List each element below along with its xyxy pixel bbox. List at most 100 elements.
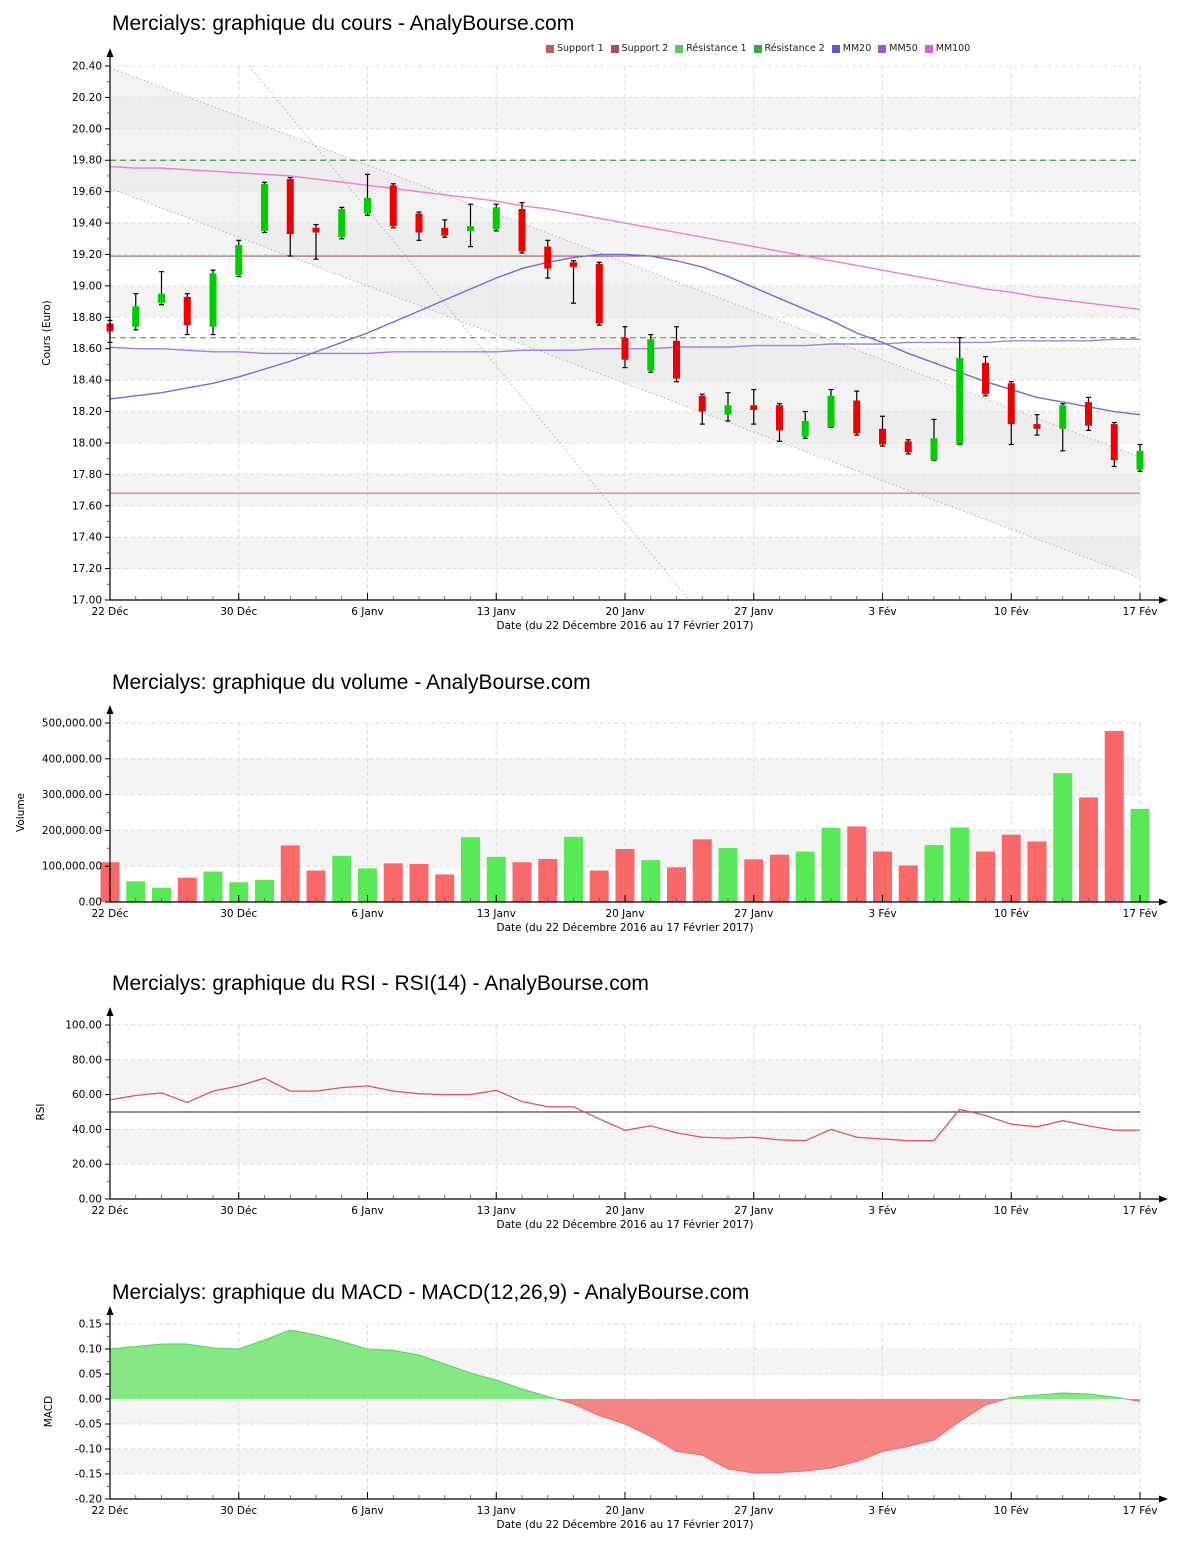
x-tick-label: 27 Janv — [734, 1205, 773, 1217]
candle-body — [415, 213, 423, 233]
volume-bar — [924, 845, 944, 902]
x-tick-label: 17 Fév — [1123, 908, 1158, 920]
y-axis-arrow-icon — [106, 48, 114, 57]
y-axis-title: Cours (Euro) — [41, 300, 53, 366]
y-tick-label: 18.80 — [72, 312, 102, 324]
legend-item-mm50: MM50 — [878, 43, 918, 54]
mm100-line — [109, 165, 1141, 311]
rsi-chart: 0.00 20.00 40.00 60.00 80.00 100.00 22 Déc 30 D… — [35, 1007, 1168, 1231]
volume-bar — [306, 870, 326, 902]
candle-body — [338, 208, 346, 238]
y-tick-label: 500,000.00 — [42, 718, 102, 730]
legend-item-support-2: Support 2 — [610, 43, 669, 54]
legend-swatch — [546, 44, 554, 53]
x-tick-label: 17 Fév — [1123, 606, 1158, 618]
macd-chart-title: Mercialys: graphique du MACD - MACD(12,2… — [112, 1281, 750, 1304]
volume-bar — [1053, 773, 1073, 902]
candle-body — [595, 263, 603, 324]
candle-body — [364, 197, 371, 214]
macd-area-negative — [110, 1399, 1140, 1473]
legend-label: Support 2 — [621, 43, 669, 54]
candle-body — [673, 340, 680, 379]
x-tick-label: 10 Fév — [994, 1205, 1029, 1217]
x-axis-title: Date (du 22 Décembre 2016 au 17 Février … — [497, 1219, 754, 1231]
candle-body — [286, 179, 294, 235]
x-tick-label: 22 Déc — [91, 1205, 128, 1217]
y-tick-label: 0.15 — [79, 1319, 102, 1331]
x-tick-label: 30 Déc — [220, 908, 257, 920]
legend-label: Résistance 2 — [764, 43, 825, 54]
legend-swatch — [610, 44, 619, 53]
y-tick-label: 19.80 — [72, 155, 102, 167]
volume-bar — [950, 827, 970, 902]
y-tick-label: 300,000.00 — [42, 789, 102, 801]
x-tick-label: 6 Janv — [351, 908, 383, 920]
x-tick-label: 27 Janv — [734, 908, 773, 920]
volume-bar — [795, 851, 815, 902]
volume-bar — [692, 839, 712, 902]
candle-body — [1059, 405, 1067, 429]
x-tick-label: 22 Déc — [91, 1505, 128, 1517]
y-tick-label: 100.00 — [65, 1020, 102, 1032]
candle-body — [621, 337, 629, 360]
y-tick-label: 19.20 — [72, 249, 102, 261]
cours-chart-title: Mercialys: graphique du cours - AnalyBou… — [112, 12, 575, 35]
volume-bar — [770, 854, 789, 902]
candle-body — [750, 405, 758, 410]
y-tick-label: 17.00 — [72, 595, 102, 607]
y-tick-label: 0.10 — [79, 1344, 102, 1356]
candle-body — [956, 358, 964, 445]
volume-bar — [486, 856, 506, 902]
y-tick-label: 20.00 — [72, 1159, 102, 1171]
macd-chart: -0.20 -0.15 -0.10 -0.05 0.00 0.05 0.10 0.15 22 D… — [43, 1306, 1168, 1531]
x-tick-label: 20 Janv — [605, 908, 644, 920]
x-axis-title: Date (du 22 Décembre 2016 au 17 Février … — [497, 620, 754, 632]
x-tick-label: 6 Janv — [351, 606, 383, 618]
x-tick-label: 13 Janv — [477, 1205, 516, 1217]
x-tick-label: 22 Déc — [91, 606, 128, 618]
y-tick-label: 19.40 — [72, 218, 102, 230]
x-axis-title: Date (du 22 Décembre 2016 au 17 Février … — [497, 922, 754, 934]
legend-item-résistance-2: Résistance 2 — [753, 43, 825, 54]
candle-body — [158, 293, 165, 304]
x-axis-arrow-icon — [1159, 1195, 1168, 1203]
legend-label: MM100 — [935, 43, 971, 54]
volume-bar — [589, 870, 609, 902]
legend-item-support-1: Support 1 — [546, 43, 604, 54]
candle-body — [698, 395, 706, 412]
y-tick-label: 20.00 — [72, 123, 102, 135]
legend-label: MM50 — [889, 43, 918, 54]
volume-bar — [152, 887, 171, 902]
candle-body — [1110, 424, 1118, 461]
candle-body — [724, 405, 732, 415]
volume-bar — [1079, 797, 1098, 902]
x-tick-label: 13 Janv — [477, 606, 516, 618]
x-tick-label: 3 Fév — [868, 908, 896, 920]
x-tick-label: 3 Fév — [868, 606, 896, 618]
x-tick-label: 22 Déc — [91, 908, 128, 920]
volume-bar — [280, 845, 300, 902]
volume-bar — [898, 865, 918, 902]
legend-item-mm100: MM100 — [924, 43, 971, 54]
y-axis-arrow-icon — [106, 705, 114, 714]
y-axis-title: Volume — [15, 793, 27, 832]
candle-body — [132, 306, 140, 327]
volume-bar — [229, 882, 249, 902]
volume-bar — [1104, 730, 1124, 902]
candle-body — [261, 183, 268, 231]
y-tick-label: 0.00 — [79, 897, 102, 909]
x-tick-label: 20 Janv — [605, 606, 644, 618]
x-tick-label: 6 Janv — [351, 1505, 383, 1517]
candle-body — [570, 262, 577, 268]
y-tick-label: 40.00 — [72, 1124, 102, 1136]
y-axis-arrow-icon — [106, 1007, 114, 1016]
legend-swatch — [753, 44, 762, 53]
volume-bar — [203, 871, 223, 902]
volume-bar — [718, 847, 738, 902]
volume-bar — [461, 837, 480, 902]
steep-trend-line — [248, 65, 690, 601]
volume-bar — [1001, 834, 1021, 902]
x-tick-label: 20 Janv — [605, 1205, 644, 1217]
